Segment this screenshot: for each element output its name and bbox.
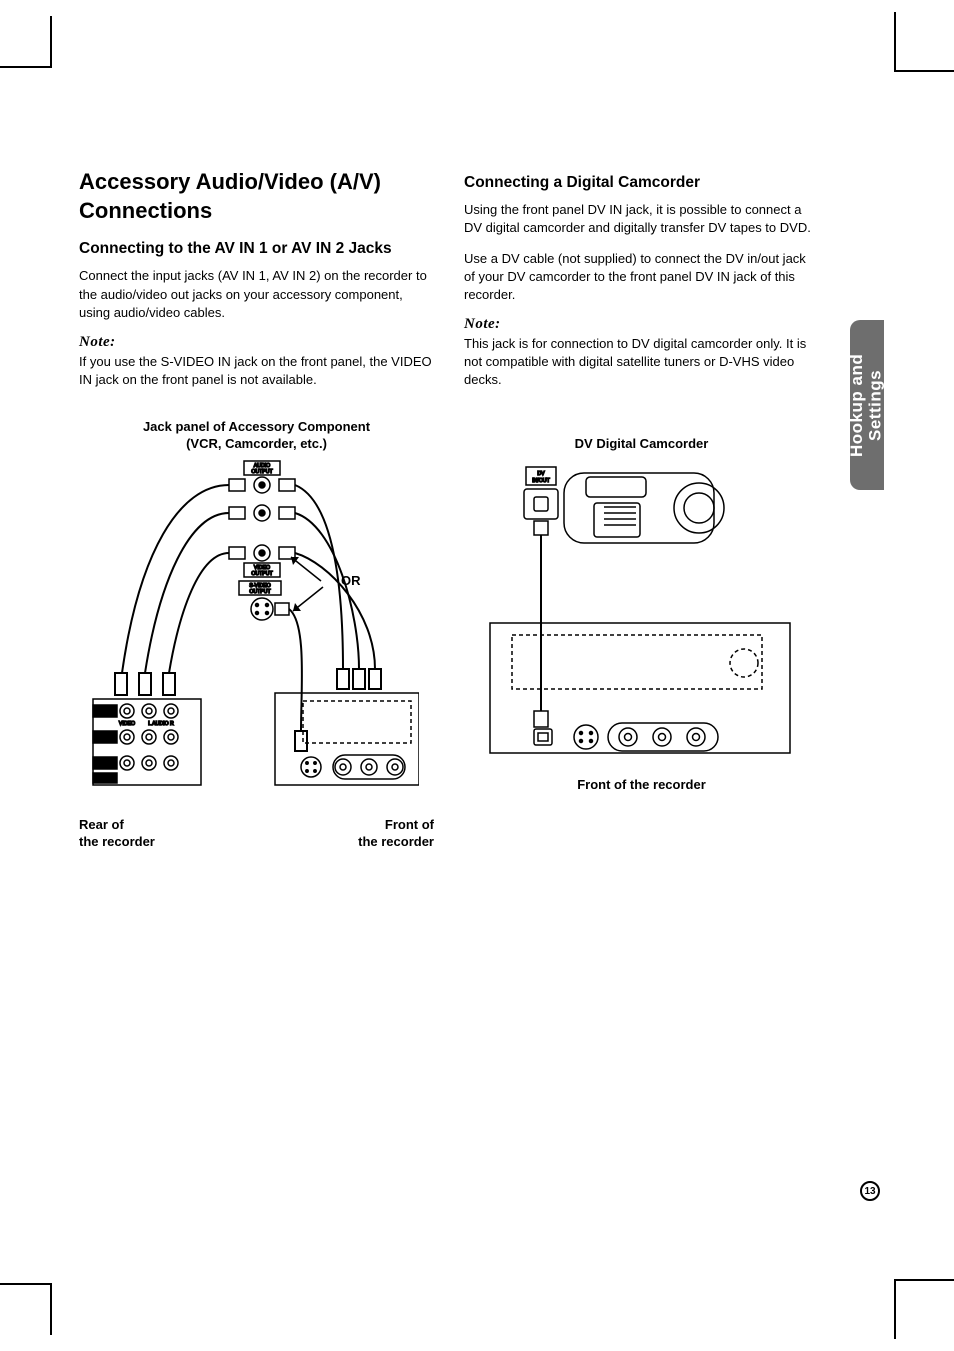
figure-dv-camcorder: DV IN/OUT [464, 453, 804, 773]
note-text-av-in: If you use the S-VIDEO IN jack on the fr… [79, 353, 434, 389]
sub-heading-av-in: Connecting to the AV IN 1 or AV IN 2 Jac… [79, 239, 434, 259]
sub-heading-dv: Connecting a Digital Camcorder [464, 173, 819, 193]
figure1-caption-front: Front of the recorder [358, 817, 434, 851]
crop-mark [0, 1283, 52, 1285]
para-dv-2: Use a DV cable (not supplied) to connect… [464, 250, 819, 305]
svg-text:ANT.: ANT. [100, 777, 111, 783]
para-dv-1: Using the front panel DV IN jack, it is … [464, 201, 819, 237]
main-heading: Accessory Audio/Video (A/V) Connections [79, 168, 434, 225]
svg-text:OUT: OUT [100, 762, 111, 768]
svg-text:IN/OUT: IN/OUT [532, 478, 550, 484]
note-text-dv: This jack is for connection to DV digita… [464, 335, 819, 390]
left-column: Accessory Audio/Video (A/V) Connections … [79, 168, 434, 851]
crop-mark [50, 1283, 52, 1335]
svg-text:VIDEO: VIDEO [119, 721, 135, 727]
figure1-caption-rear: Rear of the recorder [79, 817, 155, 851]
svg-text:AV OUT: AV OUT [96, 736, 114, 742]
section-tab-label: Hookup and Settings [848, 320, 885, 490]
figure2-caption-top: DV Digital Camcorder [464, 436, 819, 453]
crop-mark [50, 16, 52, 68]
svg-text:DV: DV [537, 471, 545, 477]
crop-mark [894, 1279, 954, 1281]
page-number-badge: 13 [860, 1181, 880, 1201]
svg-text:OUTPUT: OUTPUT [251, 469, 273, 475]
page-number: 13 [864, 1186, 875, 1197]
note-label: Note: [79, 334, 434, 351]
section-tab: Hookup and Settings [850, 320, 884, 490]
crop-mark [894, 70, 954, 72]
right-column: Connecting a Digital Camcorder Using the… [464, 168, 819, 851]
figure-av-connections: AUDIO OUTPUT VIDEO OUTPUT [79, 453, 419, 813]
crop-mark [894, 1279, 896, 1339]
svg-text:L AUDIO R: L AUDIO R [148, 721, 174, 727]
svg-text:OUTPUT: OUTPUT [249, 589, 271, 595]
svg-text:OUTPUT: OUTPUT [251, 571, 273, 577]
figure2-caption-bottom: Front of the recorder [464, 777, 819, 794]
figure1-caption-top: Jack panel of Accessory Component (VCR, … [79, 419, 434, 453]
svg-text:AV IN 1: AV IN 1 [97, 710, 114, 716]
crop-mark [0, 66, 52, 68]
note-label-dv: Note: [464, 316, 819, 333]
crop-mark [894, 12, 896, 72]
page-content: Accessory Audio/Video (A/V) Connections … [79, 168, 839, 851]
para-av-in: Connect the input jacks (AV IN 1, AV IN … [79, 267, 434, 322]
